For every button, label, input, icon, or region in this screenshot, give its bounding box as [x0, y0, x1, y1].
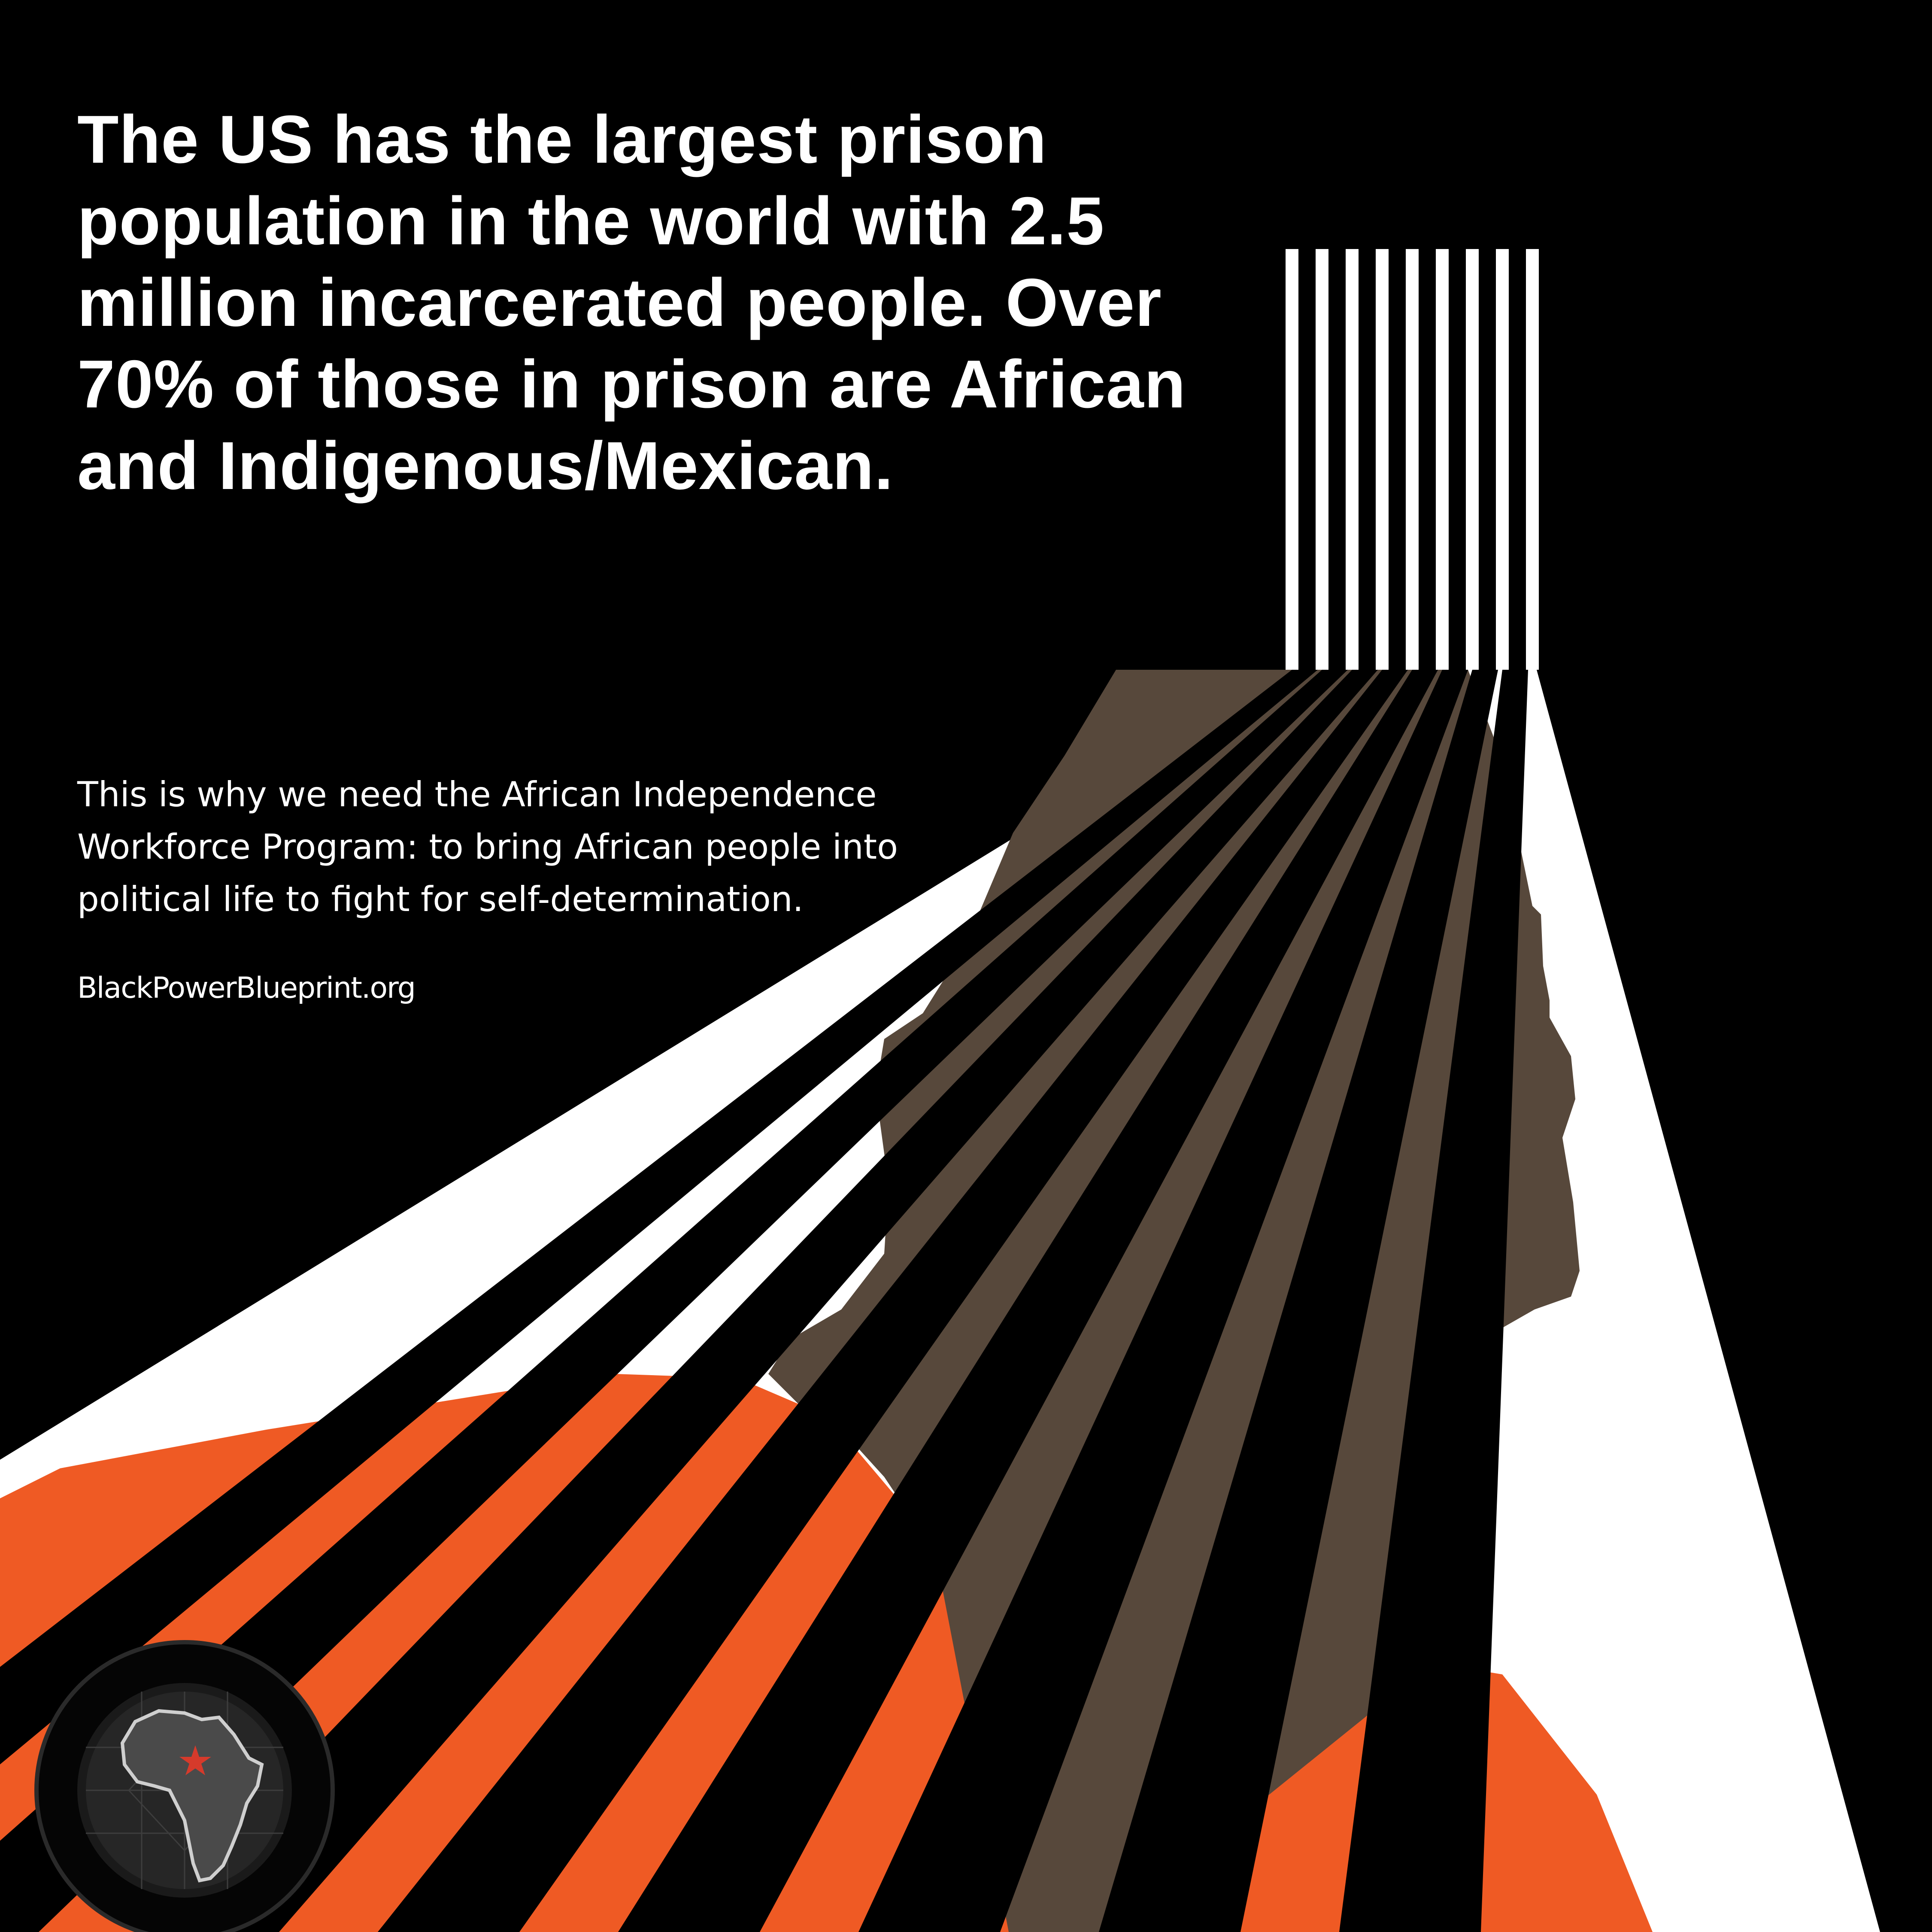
body-text: This is why we need the African Independ… — [77, 775, 898, 919]
prison-bar — [1406, 249, 1419, 670]
diagonal-stripe — [858, 670, 1468, 1932]
prison-bar — [1526, 249, 1539, 670]
star-icon — [179, 1745, 211, 1775]
headline: The US has the largest prison population… — [77, 102, 1186, 504]
prison-bar — [1286, 249, 1298, 670]
logo-badge — [34, 1640, 335, 1932]
africa-map-icon — [120, 1709, 264, 1883]
prison-bar — [1316, 249, 1328, 670]
website-link[interactable]: BlackPowerBlueprint.org — [77, 971, 416, 1005]
diagonal-stripe — [137, 670, 1378, 1932]
diagonal-stripe — [1339, 670, 1528, 1932]
diagonal-stripe — [618, 670, 1438, 1932]
diagonal-stripes — [0, 670, 1528, 1932]
diagonal-stripe — [1099, 670, 1498, 1932]
prison-bar — [1436, 249, 1449, 670]
diagonal-stripe — [378, 670, 1408, 1932]
prison-bar — [1466, 249, 1479, 670]
prison-bar — [1346, 249, 1359, 670]
prison-bar — [1376, 249, 1389, 670]
diagonal-stripe — [0, 670, 1318, 1932]
prison-bars — [1286, 249, 1539, 670]
prison-bar — [1496, 249, 1509, 670]
diagonal-stripe — [0, 670, 1348, 1932]
